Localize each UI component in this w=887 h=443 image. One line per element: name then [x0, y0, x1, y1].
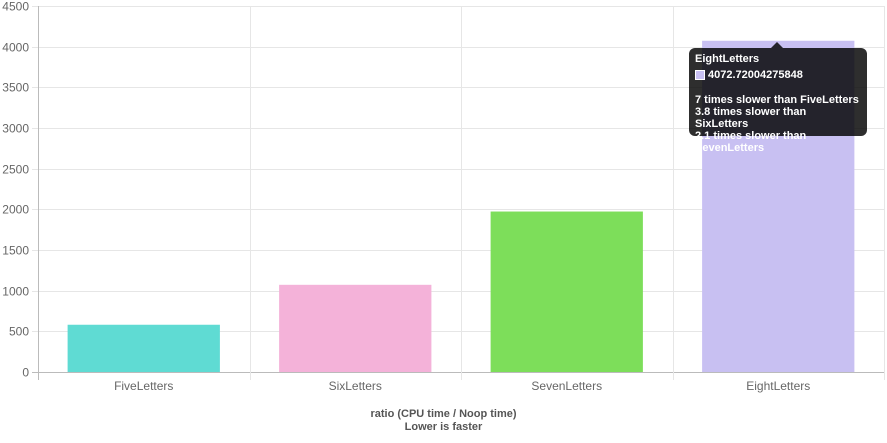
tooltip-caret	[771, 42, 783, 48]
y-tick-label: 2500	[2, 163, 29, 177]
tooltip-value: 4072.72004275848	[708, 69, 803, 81]
y-tick-label: 500	[9, 325, 29, 339]
y-tick-label: 1500	[2, 244, 29, 258]
x-tick-label: SixLetters	[329, 379, 382, 393]
bar	[279, 284, 432, 372]
x-tick-label: EightLetters	[746, 379, 810, 393]
tooltip-line: 2.1 times slower than SevenLetters	[695, 130, 807, 154]
y-tick-label: 3000	[2, 122, 29, 136]
tooltip-line: 3.8 times slower than SixLetters	[695, 106, 807, 130]
y-tick-label: 4500	[2, 0, 29, 14]
bar	[490, 211, 643, 372]
bar	[67, 324, 220, 372]
x-tick-label: FiveLetters	[114, 379, 173, 393]
x-axis-title: ratio (CPU time / Noop time)	[370, 408, 517, 420]
x-axis-subtitle: Lower is faster	[404, 421, 483, 433]
y-tick-label: 4000	[2, 41, 29, 55]
y-tick-label: 2000	[2, 203, 29, 217]
tooltip-title: EightLetters	[695, 53, 760, 65]
y-tick-label: 1000	[2, 285, 29, 299]
tooltip: EightLetters 4072.72004275848 7 times sl…	[689, 42, 867, 154]
y-tick-label: 0	[22, 366, 29, 380]
y-tick-label: 3500	[2, 81, 29, 95]
tooltip-color-swatch	[695, 70, 705, 80]
tooltip-line: 7 times slower than FiveLetters	[695, 94, 859, 106]
x-tick-label: SevenLetters	[531, 379, 602, 393]
tooltip-value-row: 4072.72004275848	[695, 68, 861, 82]
